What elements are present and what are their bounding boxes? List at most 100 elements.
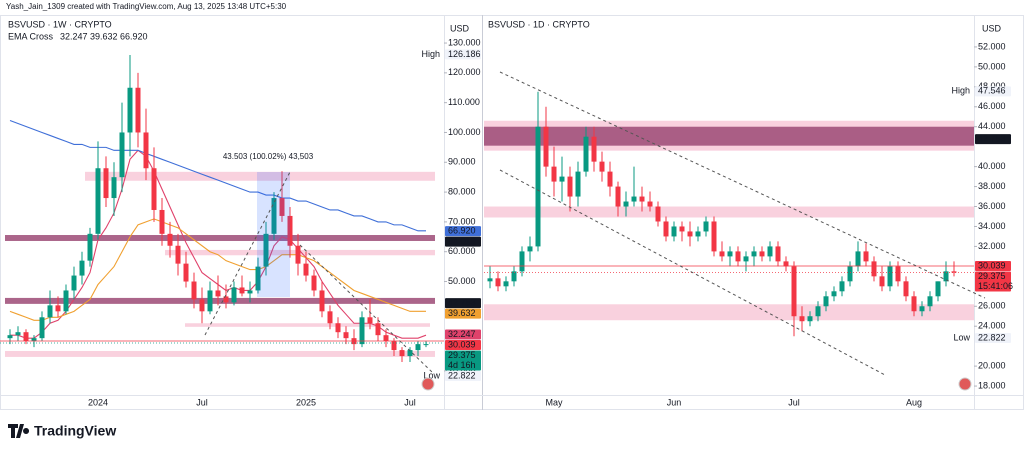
candle-body	[855, 251, 861, 267]
zone	[5, 235, 435, 241]
candle-body	[503, 281, 509, 287]
candle-body	[335, 323, 341, 333]
candle-body	[111, 177, 117, 199]
candle-body	[7, 335, 13, 339]
y-tick-label: 130.000	[448, 37, 481, 47]
candle-body	[495, 278, 501, 287]
y-tick-label: 50.000	[448, 276, 476, 286]
y-tick-label: 48.000	[978, 81, 1006, 91]
flag-icon[interactable]	[421, 377, 435, 391]
y-tick-label: 110.000	[448, 97, 480, 107]
candle-body	[671, 226, 677, 237]
candle-body	[519, 251, 525, 272]
candle-body	[47, 305, 53, 318]
candle-body	[119, 132, 125, 178]
candle-body	[935, 281, 941, 297]
price-badge-label: 42.753	[448, 297, 476, 307]
candle-body	[383, 335, 389, 342]
candle-body	[95, 168, 101, 234]
axis-label: USD	[450, 23, 470, 33]
candle-body	[175, 245, 181, 264]
candle-body	[287, 215, 293, 246]
candle-body	[791, 266, 797, 317]
candle-body	[807, 316, 813, 322]
price-badge-tag: Low	[423, 370, 440, 380]
candle-body	[279, 198, 285, 216]
candle-body	[607, 171, 613, 187]
candle-body	[751, 251, 757, 257]
candle-body	[399, 350, 405, 357]
price-badge-label: 22.822	[978, 332, 1006, 342]
y-tick-label: 38.000	[978, 181, 1006, 191]
price-badge-label: 47.546	[978, 86, 1006, 96]
candle-body	[311, 275, 317, 291]
candle-body	[207, 290, 213, 312]
caption: Yash_Jain_1309 created with TradingView.…	[6, 2, 287, 11]
candle-body	[559, 176, 565, 182]
candle-body	[743, 256, 749, 262]
logo-text: TradingView	[34, 423, 116, 439]
price-badge-label: 39.632	[448, 308, 476, 318]
candle-body	[127, 87, 133, 133]
price-badge	[445, 226, 481, 237]
indicator-value: 66.920	[120, 31, 148, 41]
trend-line	[499, 71, 986, 299]
price-badge	[445, 236, 481, 247]
candle-body	[63, 290, 69, 312]
y-tick-label: 44.000	[978, 121, 1006, 131]
candle-body	[591, 136, 597, 162]
x-tick-label: Aug	[906, 397, 922, 407]
candle-body	[407, 350, 413, 357]
price-badge	[445, 49, 481, 60]
candle-body	[527, 246, 533, 252]
candle-body	[815, 306, 821, 317]
candle-body	[271, 198, 277, 234]
price-badge	[445, 298, 481, 309]
candle-body	[71, 275, 77, 291]
measure-box	[257, 172, 290, 297]
trend-line	[299, 244, 433, 373]
candle-body	[823, 296, 829, 307]
x-tick-label: 2025	[296, 397, 316, 407]
candle-body	[895, 266, 901, 282]
candle-body	[631, 196, 637, 202]
price-badge-tag: Low	[953, 332, 970, 342]
axis-label: USD	[982, 23, 1002, 33]
price-badge-label: 32.247	[448, 329, 476, 339]
candle-body	[903, 281, 909, 297]
candle-body	[655, 206, 661, 222]
trend-line	[204, 171, 291, 336]
candle-body	[863, 251, 869, 262]
price-badge-label: 22.822	[448, 370, 476, 380]
price-badge	[445, 350, 481, 371]
candle-body	[535, 126, 541, 247]
candle-body	[23, 332, 29, 342]
x-tick-label: Jul	[404, 397, 416, 407]
trend-line	[499, 169, 886, 376]
candle-body	[887, 266, 893, 287]
candle-body	[487, 278, 493, 282]
price-badge-label: 64.019	[448, 236, 476, 246]
candle-body	[327, 311, 333, 324]
candle-body	[927, 296, 933, 307]
candle-body	[199, 299, 205, 312]
y-tick-label: 52.000	[978, 41, 1006, 51]
flag-icon[interactable]	[958, 377, 972, 391]
price-badge	[975, 332, 1011, 343]
candle-body	[231, 287, 237, 303]
candle-body	[639, 196, 645, 202]
price-badge-label: 29.375	[978, 271, 1006, 281]
price-badge-label: 29.375	[448, 350, 476, 360]
candle-body	[879, 276, 885, 287]
price-badge-tag: High	[421, 49, 440, 59]
y-tick-label: 60.000	[448, 246, 476, 256]
countdown: 4d 16h	[448, 360, 476, 370]
price-badge-label: 66.920	[448, 225, 476, 235]
y-tick-label: 46.000	[978, 101, 1006, 111]
price-badge	[975, 271, 1011, 292]
candle-body	[255, 266, 261, 291]
candle-body	[695, 231, 701, 237]
candle-body	[951, 271, 957, 273]
